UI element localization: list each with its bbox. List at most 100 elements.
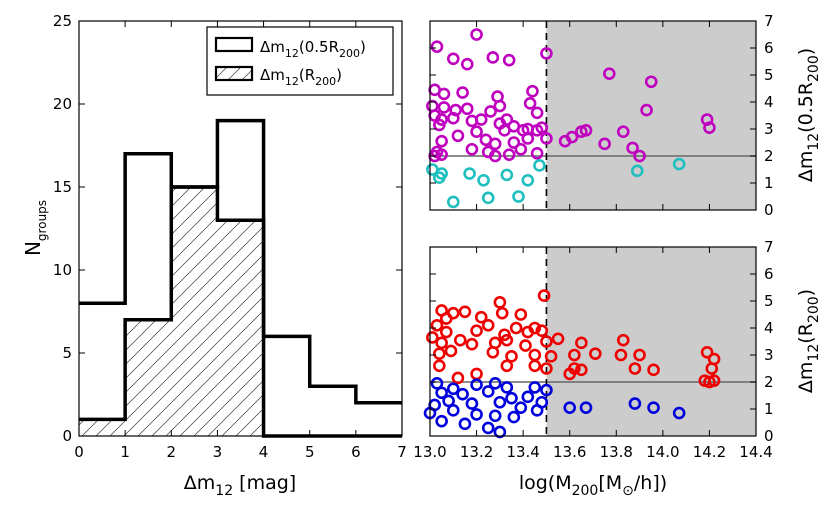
bot-point-series-0 (616, 333, 630, 347)
bot-point-series-1 (500, 381, 514, 394)
bot-point-series-0 (519, 339, 532, 352)
bot-point-series-1 (628, 397, 642, 410)
bot-ytick-label: 6 (764, 265, 774, 283)
top-point-series-0 (437, 101, 451, 114)
bot-point-series-0 (446, 306, 460, 320)
bot-point-series-0 (474, 310, 488, 324)
bot-point-series-0 (551, 332, 565, 346)
top-ytick-label: 5 (764, 66, 774, 84)
top-point-series-0 (523, 97, 537, 110)
top-point-series-0 (626, 141, 639, 155)
top-shaded-region (546, 21, 756, 210)
bot-xtick-label: 14.0 (646, 443, 679, 461)
bot-point-series-1 (507, 410, 521, 424)
bot-point-series-0 (481, 318, 495, 332)
top-point-series-0 (530, 106, 544, 120)
bot-point-series-1 (470, 408, 483, 421)
scatter-top-points (426, 28, 716, 209)
bot-point-series-1 (530, 404, 544, 417)
top-point-series-1 (463, 167, 476, 180)
histogram-legend: Δm12(0.5R200) Δm12(R200) (206, 26, 394, 96)
top-point-series-0 (449, 103, 462, 117)
bot-ytick-label: 3 (764, 346, 774, 364)
hist-ytick-label: 25 (53, 12, 72, 30)
hist-xtick-label: 4 (259, 443, 269, 461)
bot-point-series-0 (707, 374, 721, 387)
top-point-series-0 (616, 125, 630, 138)
bot-ytick-label: 2 (764, 373, 774, 391)
top-point-series-0 (498, 124, 511, 137)
top-point-series-0 (437, 87, 451, 101)
top-point-series-0 (526, 84, 539, 98)
top-point-series-0 (507, 136, 521, 149)
top-point-series-0 (579, 124, 593, 137)
hist-xtick-label: 7 (397, 443, 407, 461)
bot-point-series-1 (493, 425, 507, 439)
top-point-series-0 (488, 137, 502, 151)
hist-ytick-label: 15 (53, 178, 72, 196)
bot-point-series-0 (575, 336, 588, 350)
top-point-series-0 (488, 149, 502, 163)
bot-point-series-1 (458, 417, 472, 431)
legend-swatch-open (214, 36, 254, 53)
bot-point-series-0 (700, 345, 714, 359)
scatter-bottom-y-axis-label: Δm12(R200) (795, 289, 822, 393)
histogram-panel: 0 1 2 3 4 5 6 7 0 5 10 15 20 25 Δm12(0.5R200) Δm12(R2… (21, 12, 407, 499)
bot-point-series-1 (465, 397, 479, 410)
top-point-series-1 (481, 191, 495, 205)
scatter-bottom-frame (429, 246, 757, 437)
top-point-series-0 (493, 99, 507, 113)
top-point-series-0 (470, 125, 483, 138)
top-point-series-0 (451, 129, 465, 143)
bot-point-series-0 (589, 347, 602, 360)
top-ytick-label: 6 (764, 39, 774, 57)
top-point-series-0 (535, 121, 549, 134)
top-point-series-0 (460, 57, 474, 71)
top-point-series-0 (540, 47, 553, 60)
scatter-top-y-axis-label: Δm12(0.5R200) (795, 48, 822, 182)
bot-point-series-1 (446, 404, 460, 417)
bot-point-series-0 (540, 362, 553, 375)
bot-point-series-0 (514, 308, 528, 321)
top-ytick-label: 4 (764, 93, 774, 111)
bot-point-series-1 (528, 381, 542, 394)
top-ytick-label: 0 (764, 201, 774, 219)
bot-point-series-1 (563, 401, 577, 414)
hatched-bin-1 (125, 319, 172, 436)
open-histogram-outline (79, 118, 402, 405)
histogram-frame (78, 20, 403, 437)
scatter-panel-bottom: 13.0 13.2 13.4 13.6 13.8 14.0 14.2 14.40 1 2 3 4 5 6 7… (413, 238, 822, 499)
bot-xtick-label: 13.6 (553, 443, 586, 461)
bot-point-series-0 (486, 345, 500, 359)
hist-xtick-label: 2 (167, 443, 177, 461)
top-point-series-0 (486, 51, 500, 64)
bot-point-series-0 (628, 362, 642, 375)
top-point-series-0 (602, 67, 616, 80)
hist-xtick-label: 6 (351, 443, 361, 461)
bot-point-series-0 (563, 367, 577, 381)
bot-point-series-1 (430, 377, 444, 390)
bot-point-series-1 (647, 401, 660, 414)
scatter-bottom-ticks: 13.0 13.2 13.4 13.6 13.8 14.0 14.2 14.40 1 2 3 4 5 6 7 (413, 238, 773, 461)
bot-point-series-1 (521, 390, 535, 404)
bot-point-series-0 (509, 321, 523, 335)
top-point-series-0 (446, 52, 460, 66)
top-point-series-0 (598, 137, 611, 151)
bot-point-series-0 (500, 333, 514, 347)
bot-xtick-label: 13.2 (460, 443, 493, 461)
bot-point-series-0 (633, 348, 646, 362)
top-point-series-0 (633, 149, 646, 163)
bot-point-series-0 (453, 333, 467, 347)
top-point-series-0 (565, 130, 579, 144)
hist-xtick-label: 1 (120, 443, 130, 461)
bot-point-series-0 (505, 350, 518, 363)
bot-point-series-1 (456, 387, 469, 401)
bot-point-series-0 (470, 324, 483, 338)
scatter-bottom-points (423, 289, 721, 439)
scatter-panel-top: 0 1 2 3 4 5 6 7 Δm12(0.5R200) (426, 12, 822, 219)
top-point-series-1 (500, 168, 514, 182)
top-point-series-0 (521, 132, 535, 145)
histogram-y-axis-label: Ngroups (21, 200, 49, 256)
bot-point-series-0 (647, 363, 660, 377)
bot-point-series-0 (439, 325, 453, 339)
